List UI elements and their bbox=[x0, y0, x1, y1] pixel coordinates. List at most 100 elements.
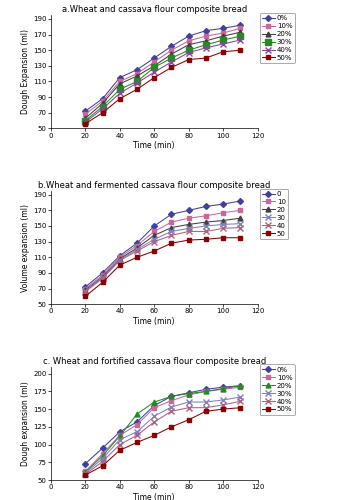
20% bbox=[187, 390, 191, 396]
40% bbox=[100, 458, 104, 464]
0% bbox=[152, 402, 156, 408]
30 bbox=[221, 222, 225, 228]
30% bbox=[221, 37, 225, 43]
50% bbox=[135, 86, 139, 92]
10 bbox=[187, 215, 191, 221]
30% bbox=[187, 399, 191, 405]
40% bbox=[204, 45, 208, 51]
Line: 20%: 20% bbox=[83, 384, 243, 474]
10% bbox=[118, 432, 122, 438]
50% bbox=[118, 447, 122, 453]
30% bbox=[118, 436, 122, 442]
50 bbox=[152, 248, 156, 254]
40% bbox=[187, 50, 191, 56]
Title: a.Wheat and cassava flour composite bread: a.Wheat and cassava flour composite brea… bbox=[62, 5, 247, 14]
Line: 40%: 40% bbox=[82, 398, 243, 477]
Line: 0%: 0% bbox=[83, 384, 242, 466]
20% bbox=[135, 411, 139, 417]
50% bbox=[100, 463, 104, 469]
20% bbox=[238, 382, 242, 388]
30 bbox=[204, 223, 208, 229]
0% bbox=[118, 429, 122, 435]
50% bbox=[238, 404, 242, 410]
Line: 40: 40 bbox=[82, 225, 243, 294]
Y-axis label: Dough Expansion (ml): Dough Expansion (ml) bbox=[21, 29, 31, 114]
10% bbox=[118, 78, 122, 84]
10 bbox=[170, 219, 174, 225]
10% bbox=[170, 398, 174, 404]
30% bbox=[135, 429, 139, 435]
30 bbox=[83, 288, 87, 294]
Line: 30%: 30% bbox=[82, 34, 243, 124]
40% bbox=[100, 106, 104, 112]
10 bbox=[135, 242, 139, 248]
10% bbox=[100, 451, 104, 457]
20% bbox=[100, 100, 104, 106]
20% bbox=[170, 394, 174, 400]
40 bbox=[170, 232, 174, 238]
40% bbox=[118, 442, 122, 448]
20% bbox=[135, 73, 139, 79]
40% bbox=[170, 408, 174, 414]
10% bbox=[221, 386, 225, 392]
0 bbox=[187, 208, 191, 214]
0 bbox=[204, 204, 208, 210]
10% bbox=[204, 388, 208, 394]
20 bbox=[170, 224, 174, 230]
40% bbox=[238, 37, 242, 43]
0% bbox=[152, 55, 156, 61]
40 bbox=[221, 226, 225, 232]
40% bbox=[221, 402, 225, 408]
20 bbox=[152, 232, 156, 238]
20% bbox=[152, 63, 156, 69]
0% bbox=[100, 445, 104, 451]
50% bbox=[170, 424, 174, 430]
20% bbox=[100, 453, 104, 459]
0% bbox=[170, 394, 174, 400]
30% bbox=[152, 413, 156, 419]
20% bbox=[187, 42, 191, 48]
30% bbox=[170, 404, 174, 410]
20 bbox=[221, 218, 225, 224]
30% bbox=[135, 78, 139, 84]
0% bbox=[118, 74, 122, 80]
0% bbox=[221, 384, 225, 390]
30 bbox=[170, 228, 174, 234]
10% bbox=[152, 404, 156, 410]
10% bbox=[221, 30, 225, 36]
0% bbox=[204, 28, 208, 34]
20% bbox=[118, 433, 122, 439]
50% bbox=[221, 406, 225, 412]
50% bbox=[100, 110, 104, 116]
0 bbox=[152, 223, 156, 229]
50% bbox=[204, 55, 208, 61]
0 bbox=[238, 198, 242, 204]
Legend: 0%, 10%, 20%, 30%, 40%, 50%: 0%, 10%, 20%, 30%, 40%, 50% bbox=[260, 12, 295, 64]
0% bbox=[187, 33, 191, 39]
X-axis label: Time (min): Time (min) bbox=[134, 493, 175, 500]
30 bbox=[118, 256, 122, 262]
30% bbox=[221, 397, 225, 403]
50 bbox=[135, 254, 139, 260]
10 bbox=[118, 254, 122, 260]
0% bbox=[170, 44, 174, 50]
50% bbox=[238, 47, 242, 53]
50 bbox=[170, 240, 174, 246]
0% bbox=[100, 96, 104, 102]
0% bbox=[83, 460, 87, 466]
Line: 10%: 10% bbox=[83, 26, 243, 117]
0 bbox=[118, 252, 122, 258]
20% bbox=[238, 29, 242, 35]
40 bbox=[187, 228, 191, 234]
30% bbox=[204, 399, 208, 405]
50% bbox=[152, 432, 156, 438]
40% bbox=[83, 472, 87, 478]
20% bbox=[152, 399, 156, 405]
X-axis label: Time (min): Time (min) bbox=[134, 142, 175, 150]
50 bbox=[100, 280, 104, 285]
30 bbox=[238, 220, 242, 226]
0% bbox=[187, 390, 191, 396]
10 bbox=[221, 210, 225, 216]
40 bbox=[152, 238, 156, 244]
30% bbox=[238, 33, 242, 39]
